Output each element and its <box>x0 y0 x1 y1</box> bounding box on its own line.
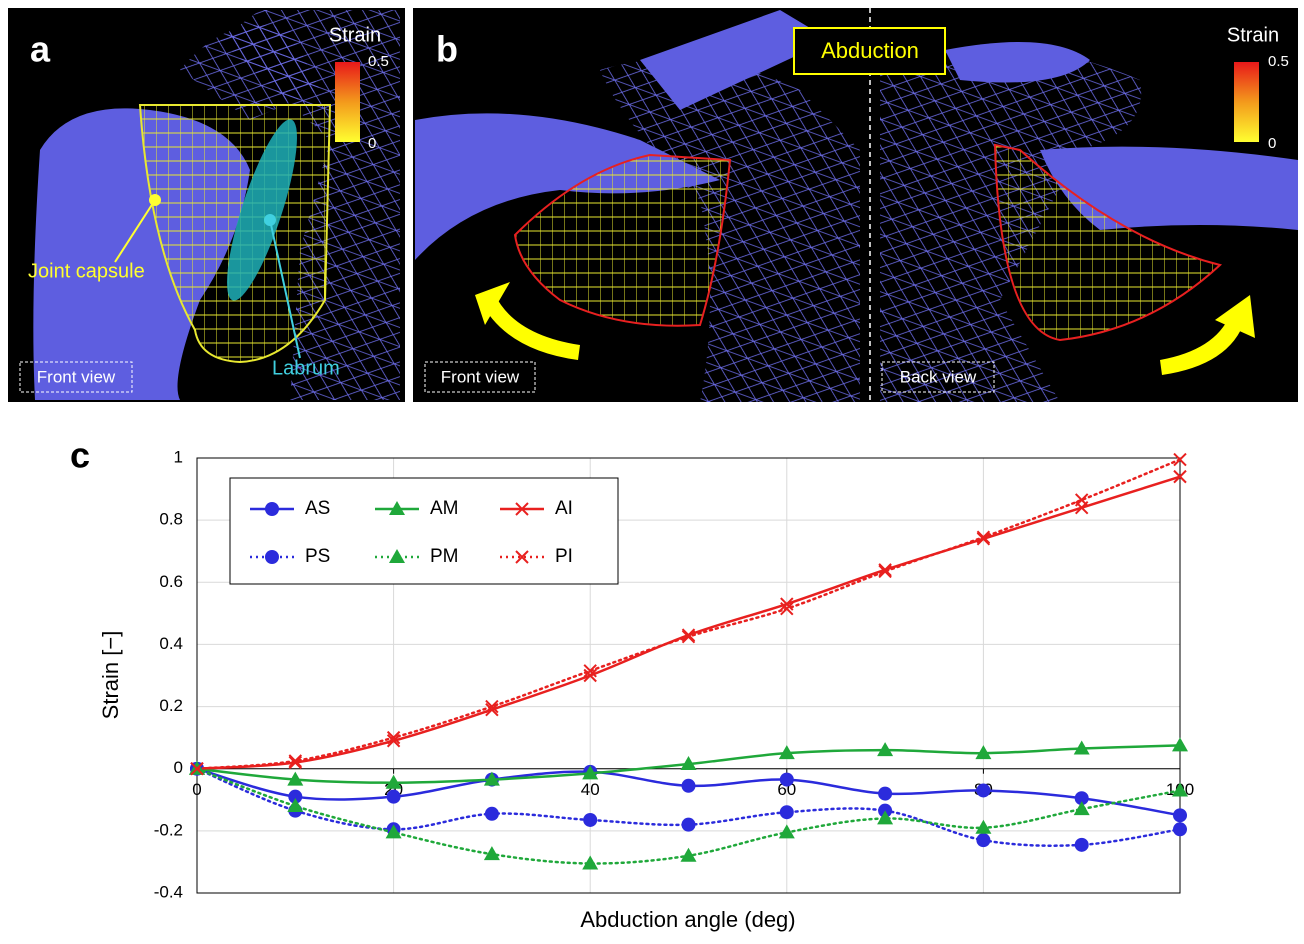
y-tick-label: 0.6 <box>159 572 183 591</box>
panel-label: a <box>30 29 51 70</box>
legend-label: AM <box>430 498 459 519</box>
panel-a: a Strain 0.5 0 Joint capsule Labrum Fron… <box>8 8 405 402</box>
marker <box>878 787 892 801</box>
marker <box>780 805 794 819</box>
pointer-dot <box>264 214 276 226</box>
annotation: Labrum <box>272 357 340 379</box>
legend: AS AM AI PS PM PI <box>230 478 618 584</box>
annotation: Joint capsule <box>28 260 145 282</box>
panel-label: c <box>70 435 90 476</box>
x-axis-title: Abduction angle (deg) <box>580 907 795 932</box>
legend-label: PI <box>555 546 573 567</box>
y-tick-label: -0.4 <box>154 882 183 901</box>
pointer-dot <box>149 194 161 206</box>
colorbar-max: 0.5 <box>368 53 389 70</box>
colorbar-max: 0.5 <box>1268 53 1289 70</box>
marker <box>1076 494 1088 506</box>
marker <box>682 818 696 832</box>
panel-label: b <box>436 29 458 70</box>
legend-label: PM <box>430 546 459 567</box>
y-tick-label: -0.2 <box>154 820 183 839</box>
colorbar-min: 0 <box>1268 135 1276 152</box>
y-tick-label: 1 <box>174 447 183 466</box>
y-axis-title: Strain [−] <box>98 631 123 720</box>
colorbar-title: Strain <box>1227 24 1279 46</box>
legend-label: PS <box>305 546 330 567</box>
marker <box>1173 808 1187 822</box>
legend-label: AI <box>555 498 573 519</box>
legend-marker <box>265 502 279 516</box>
view-label: Front view <box>37 367 116 386</box>
marker <box>1074 801 1090 815</box>
y-tick-label: 0.2 <box>159 696 183 715</box>
marker <box>583 813 597 827</box>
legend-box <box>230 478 618 584</box>
y-tick-label: 0 <box>174 758 183 777</box>
x-tick-label: 40 <box>581 780 600 799</box>
panel-b: b Abduction Strain 0.5 0 Front view Back… <box>413 8 1298 402</box>
marker <box>387 790 401 804</box>
legend-label: AS <box>305 498 330 519</box>
marker <box>582 855 598 869</box>
colorbar-min: 0 <box>368 135 376 152</box>
marker <box>682 779 696 793</box>
colorbar <box>1234 62 1259 142</box>
legend-marker <box>265 550 279 564</box>
colorbar <box>335 62 360 142</box>
marker <box>976 783 990 797</box>
line-chart: c Abduction angle (deg) Strain [−] -0.4 -… <box>70 435 1194 932</box>
y-tick-label: 0.4 <box>159 634 183 653</box>
marker <box>976 833 990 847</box>
figure: a Strain 0.5 0 Joint capsule Labrum Fron… <box>0 0 1304 939</box>
marker <box>1075 838 1089 852</box>
view-label: Front view <box>441 367 520 386</box>
marker <box>780 773 794 787</box>
motion-label: Abduction <box>821 38 919 63</box>
view-label: Back view <box>900 367 977 386</box>
y-tick-label: 0.8 <box>159 510 183 529</box>
marker <box>485 807 499 821</box>
marker <box>1173 822 1187 836</box>
colorbar-title: Strain <box>329 24 381 46</box>
